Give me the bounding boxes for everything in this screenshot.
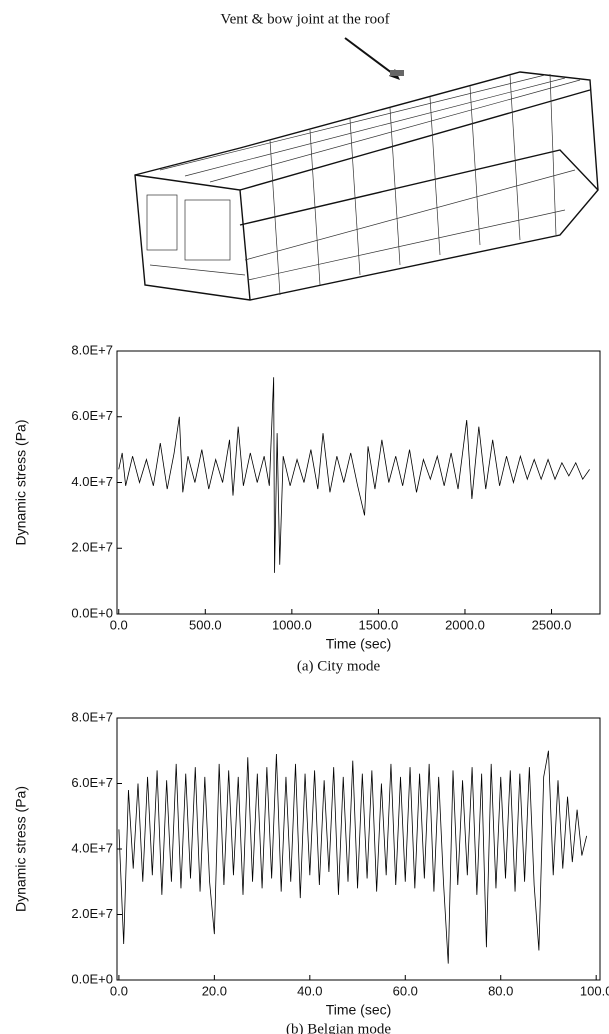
x-tick-label: 0.0: [110, 617, 128, 632]
x-axis-label: Time (sec): [326, 1002, 392, 1018]
y-axis-label: Dynamic stress (Pa): [13, 786, 29, 912]
bus-wireframe: [135, 38, 598, 300]
signal-line: [119, 377, 590, 573]
y-tick-label: 0.0E+0: [71, 971, 113, 986]
y-tick-label: 8.0E+7: [71, 709, 113, 724]
y-tick-label: 4.0E+7: [71, 840, 113, 855]
x-tick-label: 60.0: [393, 983, 418, 998]
caption: (b) Belgian mode: [286, 1021, 391, 1034]
x-tick-label: 2000.0: [445, 617, 485, 632]
y-tick-label: 2.0E+7: [71, 540, 113, 555]
caption: (a) City mode: [297, 658, 381, 674]
x-tick-label: 40.0: [297, 983, 322, 998]
y-tick-label: 6.0E+7: [71, 408, 113, 423]
x-tick-label: 20.0: [202, 983, 227, 998]
y-tick-label: 6.0E+7: [71, 775, 113, 790]
x-tick-label: 1500.0: [359, 617, 399, 632]
annotation: Vent & bow joint at the roof: [220, 11, 389, 27]
plot-frame: [117, 351, 600, 614]
y-tick-label: 0.0E+0: [71, 605, 113, 620]
x-tick-label: 80.0: [488, 983, 513, 998]
x-tick-label: 1000.0: [272, 617, 312, 632]
y-tick-label: 4.0E+7: [71, 474, 113, 489]
signal-line: [119, 751, 587, 964]
x-tick-label: 500.0: [189, 617, 222, 632]
figure: Vent & bow joint at the roof 0.0E+0 2.0E+…: [0, 0, 609, 1034]
x-tick-label: 100.0: [580, 983, 609, 998]
x-axis-label: Time (sec): [326, 636, 392, 652]
x-tick-label: 2500.0: [532, 617, 572, 632]
y-axis-label: Dynamic stress (Pa): [13, 419, 29, 545]
x-tick-label: 0.0: [110, 983, 128, 998]
y-tick-label: 8.0E+7: [71, 342, 113, 357]
y-tick-label: 2.0E+7: [71, 906, 113, 921]
